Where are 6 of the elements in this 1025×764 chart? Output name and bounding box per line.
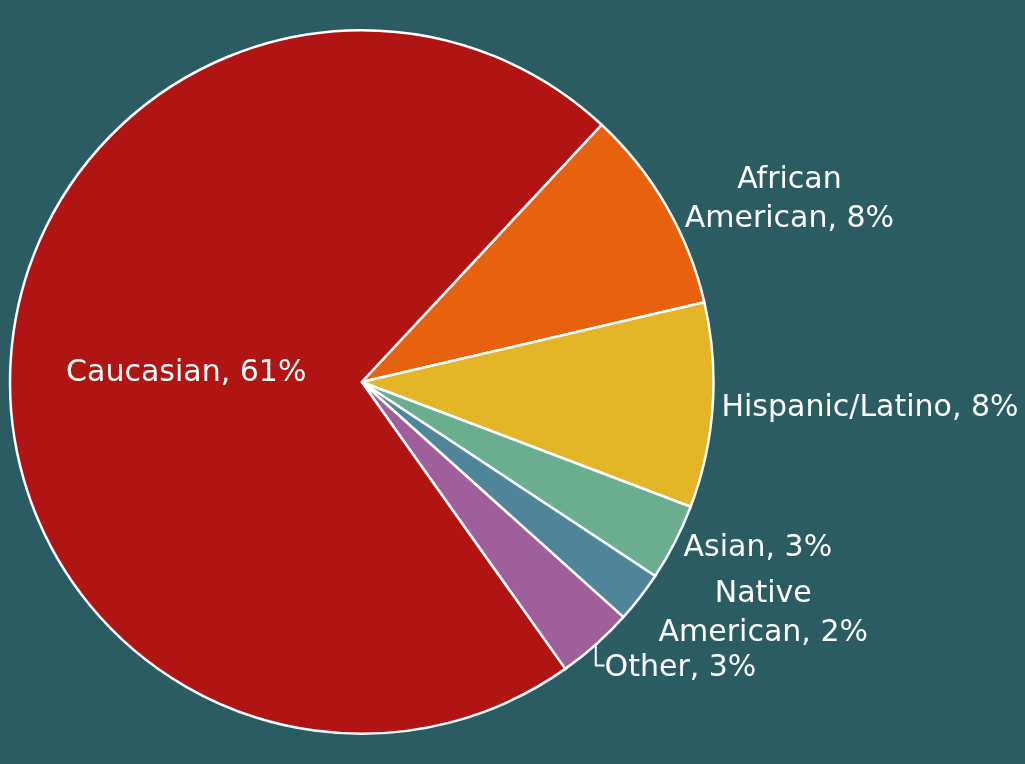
slice-label: Native American, 2% xyxy=(658,573,868,648)
slice-label: African American, 8% xyxy=(684,159,895,234)
slice-label: Asian, 3% xyxy=(683,528,833,564)
slice-label: Caucasian, 61% xyxy=(66,352,307,388)
slice-label: Hispanic/Latino, 8% xyxy=(721,388,1019,424)
slice-label: Other, 3% xyxy=(604,647,757,683)
